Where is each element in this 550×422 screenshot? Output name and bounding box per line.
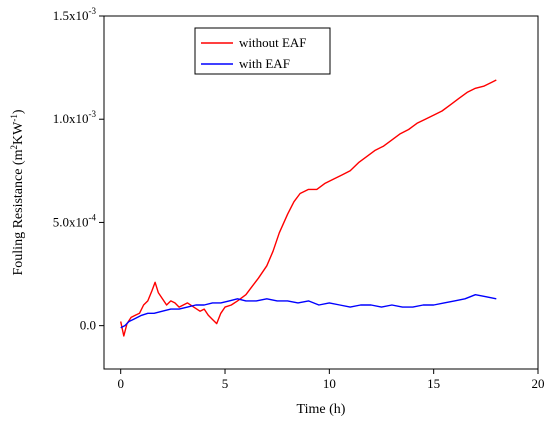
x-axis-title: Time (h) — [297, 402, 346, 417]
legend: without EAF with EAF — [194, 27, 331, 75]
y-tick-label: 1.0x10-3 — [53, 109, 97, 126]
y-tick-label-exponent: -4 — [89, 212, 97, 222]
legend-label-without-eaf: without EAF — [239, 35, 307, 50]
x-tick-label: 10 — [323, 376, 336, 391]
y-tick-label-exponent: -3 — [89, 6, 97, 16]
y-axis-title-prefix: Fouling Resistance (m — [11, 149, 26, 275]
series-line-with-eaf — [120, 294, 497, 329]
axes-layer: 0 5 10 15 200.05.0x10-41.0x10-31.5x10-3 — [53, 6, 545, 391]
y-tick-label: 1.5x10-3 — [53, 6, 97, 23]
y-tick-label: 0.0 — [80, 318, 96, 333]
y-tick-label-base: 5.0x10 — [53, 214, 89, 229]
legend-box — [194, 27, 331, 75]
series-line-without-eaf — [120, 79, 497, 337]
x-tick-label: 0 — [117, 376, 124, 391]
x-tick-label: 5 — [222, 376, 229, 391]
y-axis-title-mid: KW — [11, 121, 26, 145]
y-tick-label: 5.0x10-4 — [53, 212, 97, 229]
legend-label-with-eaf: with EAF — [239, 56, 290, 71]
y-tick-label-base: 1.5x10 — [53, 8, 89, 23]
y-axis-title: Fouling Resistance (m2KW-1) — [9, 109, 26, 275]
series-layer — [120, 79, 497, 337]
plot-frame — [103, 15, 539, 370]
y-tick-label-base: 1.0x10 — [53, 111, 89, 126]
y-axis-title-sup1: 2 — [9, 145, 19, 150]
y-axis-title-suffix: ) — [11, 109, 26, 114]
y-axis-title-sup2: -1 — [9, 114, 19, 122]
x-tick-label: 20 — [532, 376, 545, 391]
x-tick-label: 15 — [427, 376, 440, 391]
y-tick-label-base: 0.0 — [80, 318, 96, 333]
y-tick-label-exponent: -3 — [89, 109, 97, 119]
